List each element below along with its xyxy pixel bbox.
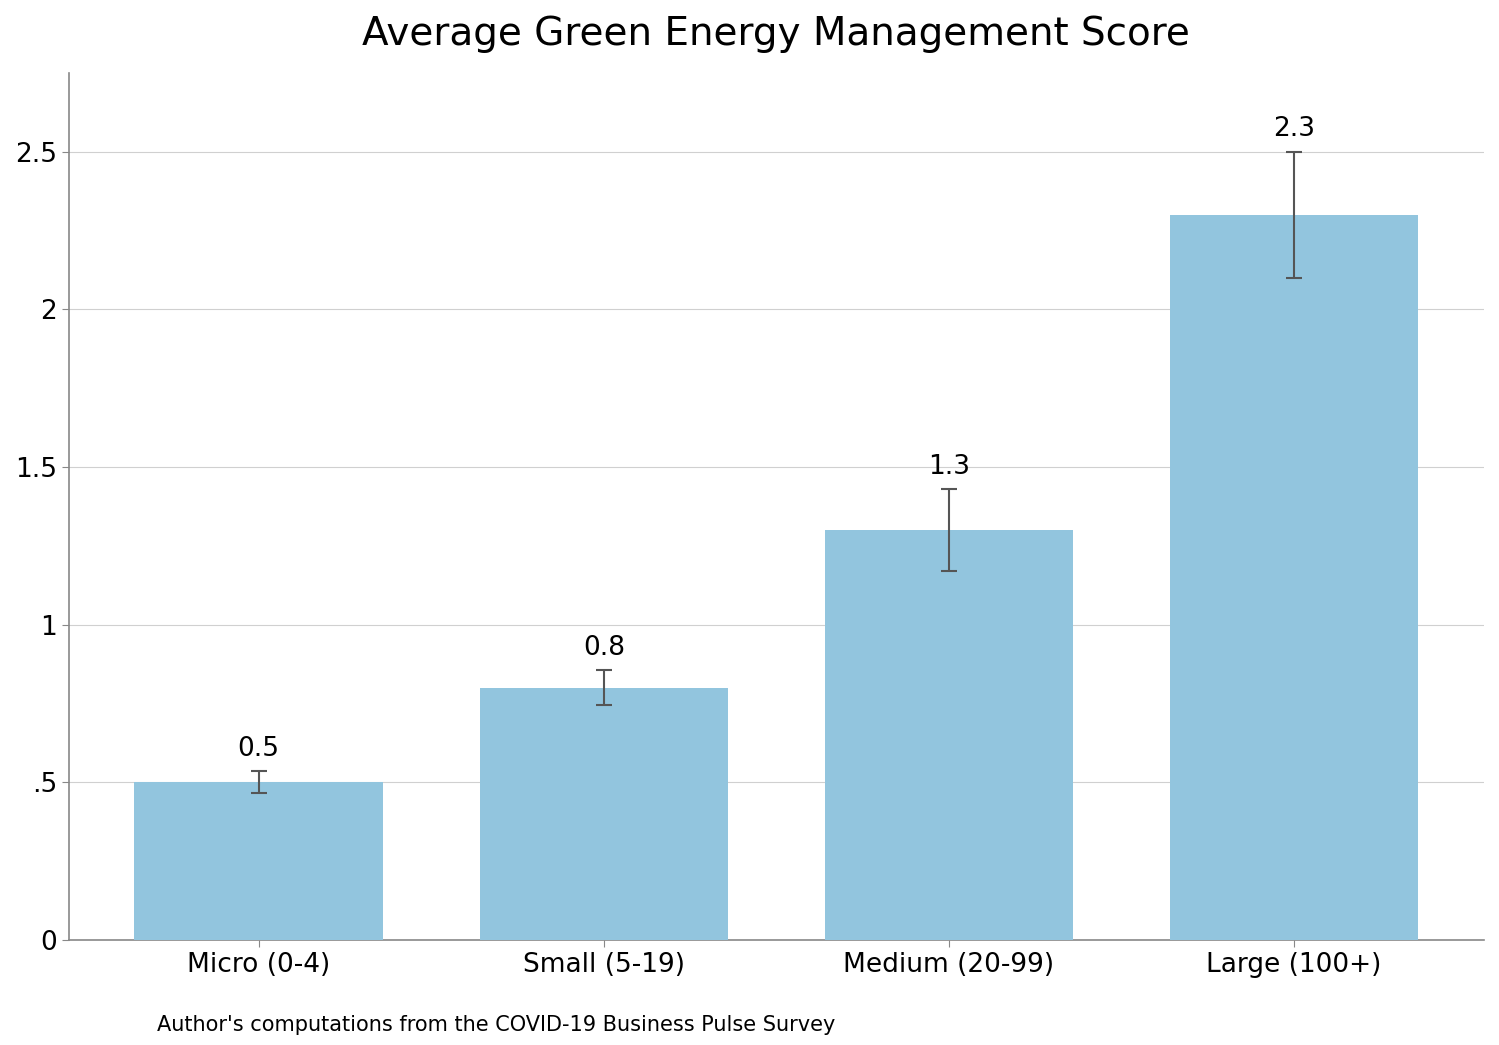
Text: 0.5: 0.5 [238, 736, 280, 762]
Text: 2.3: 2.3 [1273, 116, 1315, 142]
Text: 1.3: 1.3 [928, 454, 970, 480]
Bar [824, 530, 1073, 939]
Title: Average Green Energy Management Score: Average Green Energy Management Score [363, 15, 1190, 53]
Text: 0.8: 0.8 [583, 635, 625, 660]
Bar [480, 688, 729, 939]
Text: Author's computations from the COVID-19 Business Pulse Survey: Author's computations from the COVID-19 … [157, 1015, 836, 1035]
Bar [1169, 214, 1418, 939]
Bar [135, 783, 382, 939]
